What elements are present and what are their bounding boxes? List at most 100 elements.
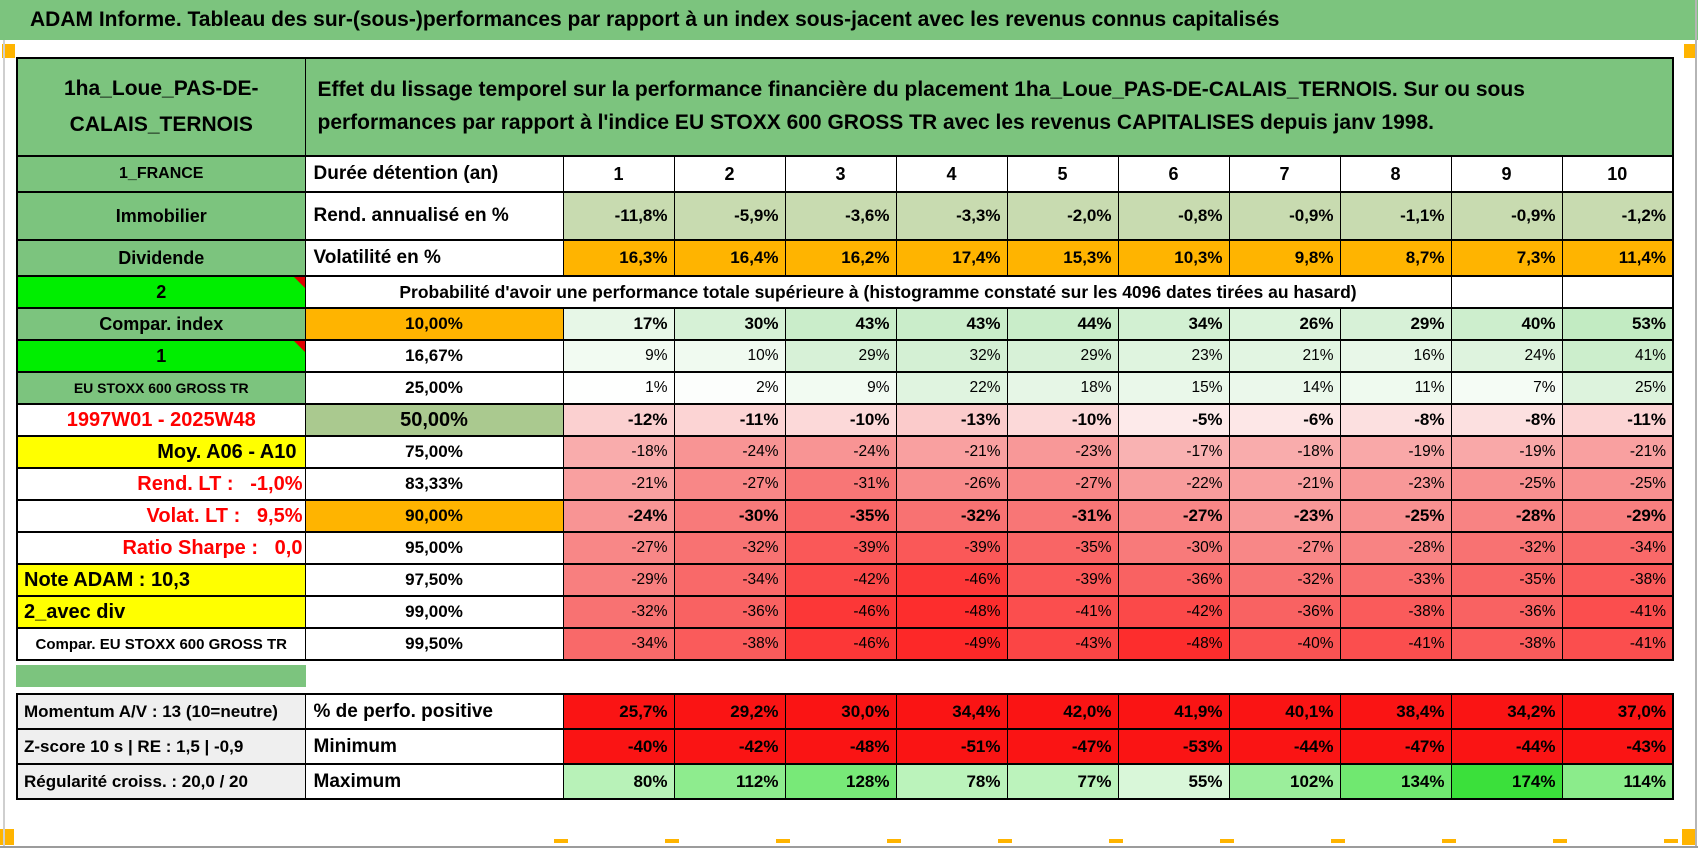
value-cell[interactable]: -13% — [895, 403, 1008, 437]
value-cell[interactable]: 44% — [1006, 307, 1119, 341]
value-cell[interactable]: -46% — [784, 627, 897, 661]
value-cell[interactable]: 29% — [1006, 339, 1119, 373]
value-cell[interactable]: -19% — [1339, 435, 1452, 469]
value-cell[interactable]: 7% — [1450, 371, 1563, 405]
value-cell[interactable]: -53% — [1117, 728, 1230, 765]
value-cell[interactable]: -27% — [673, 467, 786, 501]
value-cell[interactable]: 10% — [673, 339, 786, 373]
threshold-cell[interactable]: 97,50% — [304, 563, 564, 597]
value-cell[interactable]: -11,8% — [562, 191, 675, 241]
threshold-cell[interactable]: 99,00% — [304, 595, 564, 629]
summary-title-cell[interactable]: % de perfo. positive — [304, 693, 564, 730]
value-cell[interactable]: -32% — [673, 531, 786, 565]
column-header-cell[interactable]: 8 — [1339, 155, 1452, 193]
row-label-cell[interactable]: Note ADAM : 10,3 — [16, 563, 306, 597]
value-cell[interactable]: -23% — [1228, 499, 1341, 533]
value-cell[interactable]: -18% — [562, 435, 675, 469]
row-label-cell[interactable]: Rend. LT : -1,0% — [16, 467, 306, 501]
value-cell[interactable]: -38% — [673, 627, 786, 661]
value-cell[interactable]: 7,3% — [1450, 239, 1563, 277]
value-cell[interactable]: 29% — [1339, 307, 1452, 341]
value-cell[interactable]: -30% — [1117, 531, 1230, 565]
value-cell[interactable]: -11% — [1561, 403, 1674, 437]
value-cell[interactable]: 38,4% — [1339, 693, 1452, 730]
value-cell[interactable]: -33% — [1339, 563, 1452, 597]
value-cell[interactable]: 128% — [784, 763, 897, 800]
row-label-cell[interactable]: 1_FRANCE — [16, 155, 306, 193]
threshold-cell[interactable]: 10,00% — [304, 307, 564, 341]
value-cell[interactable]: -38% — [1561, 563, 1674, 597]
value-cell[interactable]: 174% — [1450, 763, 1563, 800]
value-cell[interactable]: 40,1% — [1228, 693, 1341, 730]
value-cell[interactable]: 17% — [562, 307, 675, 341]
value-cell[interactable]: -24% — [562, 499, 675, 533]
description-cell[interactable]: Effet du lissage temporel sur la perform… — [304, 57, 1674, 157]
value-cell[interactable]: 8,7% — [1339, 239, 1452, 277]
value-cell[interactable]: -34% — [1561, 531, 1674, 565]
threshold-cell[interactable]: 83,33% — [304, 467, 564, 501]
value-cell[interactable]: 78% — [895, 763, 1008, 800]
threshold-cell[interactable]: 25,00% — [304, 371, 564, 405]
summary-title-cell[interactable]: Maximum — [304, 763, 564, 800]
value-cell[interactable]: -46% — [784, 595, 897, 629]
value-cell[interactable]: -25% — [1450, 467, 1563, 501]
value-cell[interactable]: 29% — [784, 339, 897, 373]
value-cell[interactable]: -31% — [1006, 499, 1119, 533]
value-cell[interactable]: 30,0% — [784, 693, 897, 730]
value-cell[interactable]: -39% — [1006, 563, 1119, 597]
column-header-cell[interactable]: 2 — [673, 155, 786, 193]
value-cell[interactable]: 23% — [1117, 339, 1230, 373]
value-cell[interactable]: -29% — [562, 563, 675, 597]
value-cell[interactable]: -8% — [1339, 403, 1452, 437]
value-cell[interactable]: -35% — [1006, 531, 1119, 565]
value-cell[interactable]: -12% — [562, 403, 675, 437]
value-cell[interactable]: -21% — [562, 467, 675, 501]
value-cell[interactable]: -22% — [1117, 467, 1230, 501]
value-cell[interactable]: 11% — [1339, 371, 1452, 405]
row-label-cell[interactable]: 1 — [16, 339, 306, 373]
value-cell[interactable]: 29,2% — [673, 693, 786, 730]
value-cell[interactable]: 37,0% — [1561, 693, 1674, 730]
value-cell[interactable]: -26% — [895, 467, 1008, 501]
value-cell[interactable]: -51% — [895, 728, 1008, 765]
value-cell[interactable]: -28% — [1339, 531, 1452, 565]
value-cell[interactable]: 15% — [1117, 371, 1230, 405]
value-cell[interactable]: -32% — [1228, 563, 1341, 597]
value-cell[interactable]: -27% — [562, 531, 675, 565]
value-cell[interactable]: -36% — [1228, 595, 1341, 629]
value-cell[interactable]: -49% — [895, 627, 1008, 661]
value-cell[interactable]: -39% — [784, 531, 897, 565]
value-cell[interactable]: 24% — [1450, 339, 1563, 373]
value-cell[interactable]: -23% — [1339, 467, 1452, 501]
row-label-cell[interactable]: EU STOXX 600 GROSS TR — [16, 371, 306, 405]
column-header-cell[interactable]: 9 — [1450, 155, 1563, 193]
value-cell[interactable]: 114% — [1561, 763, 1674, 800]
value-cell[interactable]: -43% — [1006, 627, 1119, 661]
value-cell[interactable]: 9% — [784, 371, 897, 405]
value-cell[interactable]: -34% — [562, 627, 675, 661]
row-label-cell[interactable]: Volat. LT : 9,5% — [16, 499, 306, 533]
value-cell[interactable]: -48% — [895, 595, 1008, 629]
row-label-cell[interactable]: Compar. EU STOXX 600 GROSS TR — [16, 627, 306, 661]
value-cell[interactable]: -46% — [895, 563, 1008, 597]
value-cell[interactable]: -27% — [1228, 531, 1341, 565]
value-cell[interactable]: -8% — [1450, 403, 1563, 437]
summary-label-cell[interactable]: Régularité croiss. : 20,0 / 20 — [16, 763, 306, 800]
value-cell[interactable]: 34,4% — [895, 693, 1008, 730]
value-cell[interactable]: -2,0% — [1006, 191, 1119, 241]
value-cell[interactable]: 16,2% — [784, 239, 897, 277]
value-cell[interactable]: -41% — [1561, 595, 1674, 629]
value-cell[interactable]: -0,8% — [1117, 191, 1230, 241]
value-cell[interactable]: -40% — [1228, 627, 1341, 661]
value-cell[interactable]: -1,1% — [1339, 191, 1452, 241]
asset-name-cell[interactable]: 1ha_Loue_PAS-DE-CALAIS_TERNOIS — [16, 57, 306, 157]
threshold-cell[interactable]: 75,00% — [304, 435, 564, 469]
value-cell[interactable]: -1,2% — [1561, 191, 1674, 241]
value-cell[interactable]: 34% — [1117, 307, 1230, 341]
value-cell[interactable]: -42% — [673, 728, 786, 765]
value-cell[interactable]: -31% — [784, 467, 897, 501]
row-label-cell[interactable]: Moy. A06 - A10 — [16, 435, 306, 469]
value-cell[interactable]: -25% — [1561, 467, 1674, 501]
value-cell[interactable]: -41% — [1339, 627, 1452, 661]
value-cell[interactable]: -44% — [1228, 728, 1341, 765]
